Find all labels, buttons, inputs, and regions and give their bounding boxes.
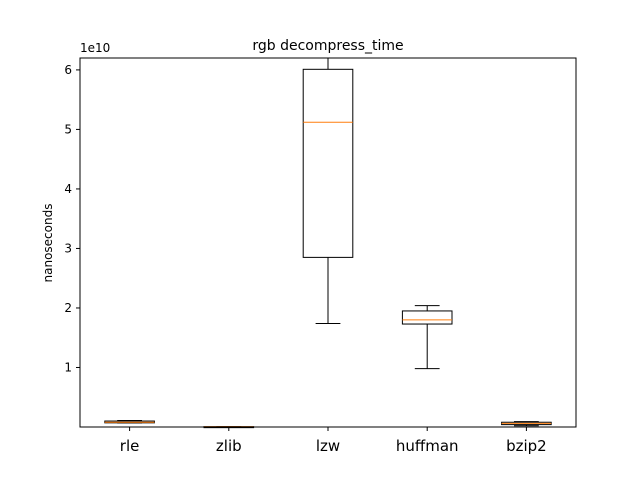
y-offset-label: 1e10 bbox=[80, 41, 110, 55]
plot-frame bbox=[79, 57, 577, 428]
y-tick-label: 1 bbox=[64, 360, 72, 374]
x-tick-label: rle bbox=[120, 437, 140, 455]
y-tick-label: 5 bbox=[64, 122, 72, 136]
y-axis-label: nanoseconds bbox=[41, 204, 55, 283]
box-lzw bbox=[302, 68, 354, 258]
chart-title: rgb decompress_time bbox=[252, 38, 403, 54]
plot-layer: 1 2 3 4 5 6 rle zlib lzw huffman bzip2 bbox=[64, 57, 552, 455]
y-tick-label: 2 bbox=[64, 301, 72, 315]
x-tick-label: huffman bbox=[396, 437, 459, 455]
x-tick-label: lzw bbox=[316, 437, 340, 455]
y-tick-label: 3 bbox=[64, 241, 72, 255]
y-tick-label: 6 bbox=[64, 63, 72, 77]
x-tick-label: bzip2 bbox=[506, 437, 547, 455]
x-tick-label: zlib bbox=[216, 437, 242, 455]
box-huffman bbox=[401, 310, 453, 325]
y-tick-label: 4 bbox=[64, 182, 72, 196]
